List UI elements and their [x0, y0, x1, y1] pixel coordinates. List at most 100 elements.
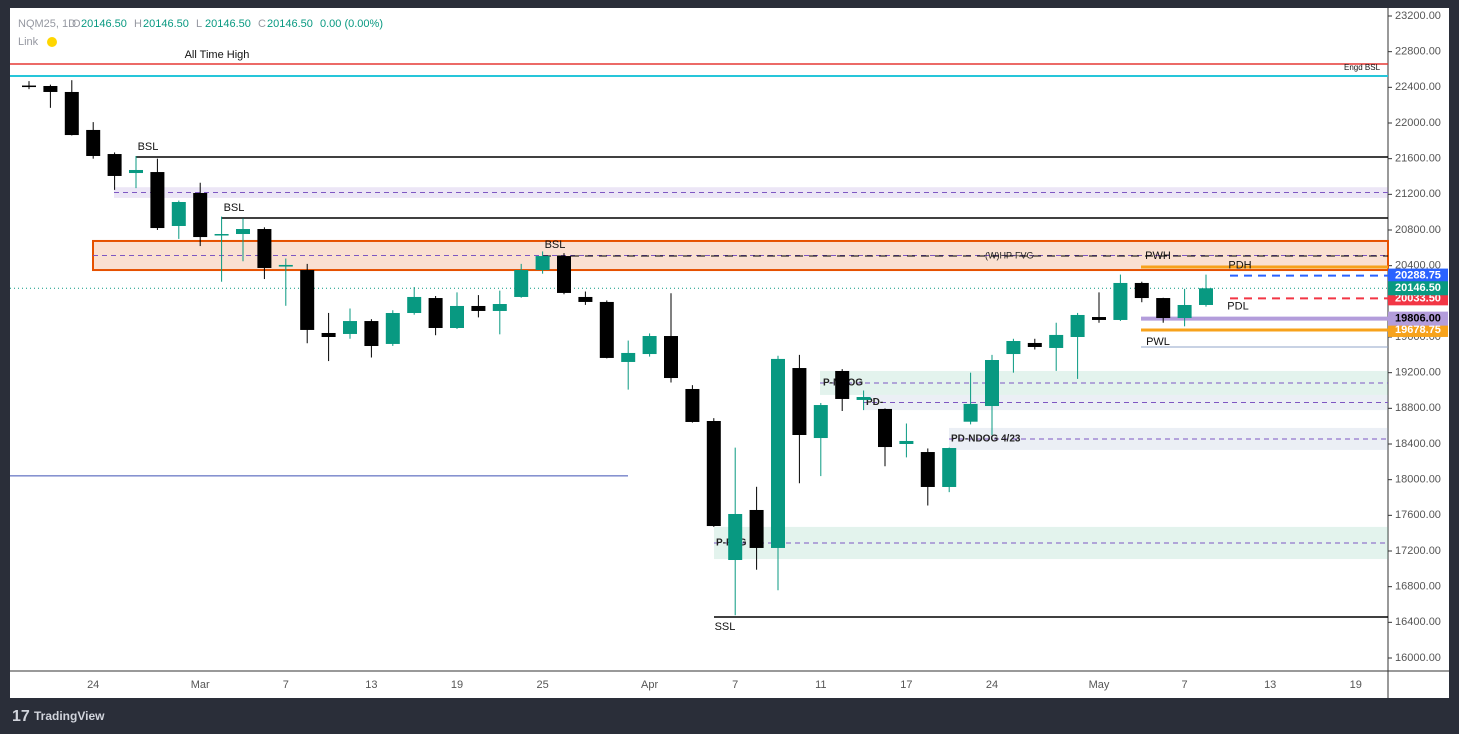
- zone-label: PD-: [866, 397, 883, 408]
- y-tick-label: 22800.00: [1395, 46, 1441, 58]
- candle-body: [43, 85, 58, 92]
- ohlc-value: 20146.50: [205, 18, 251, 30]
- candle-body: [835, 370, 850, 399]
- y-tick-label: 22400.00: [1395, 81, 1441, 93]
- ohlc: O 20146.50 H 20146.50 L 20146.50 C 20146.50 0.00…: [72, 18, 383, 30]
- x-tick-label: 7: [1182, 679, 1188, 691]
- candle-body: [899, 440, 914, 444]
- price-tag: [1388, 322, 1448, 337]
- candle-body: [321, 332, 336, 337]
- last-price-tag: [1388, 281, 1448, 296]
- level-label: Engd BSL: [1344, 63, 1381, 72]
- candle-body: [514, 270, 529, 297]
- symbol: NQM25, 1D: [18, 18, 76, 30]
- candle-body: [985, 360, 999, 407]
- panel: [10, 8, 1449, 698]
- y-tick-label: 16800.00: [1395, 581, 1441, 593]
- candle-body: [1199, 288, 1213, 305]
- price-tag-label: 20288.75: [1395, 269, 1441, 281]
- level-label: BSL: [224, 202, 245, 214]
- y-tick-label: 21600.00: [1395, 153, 1441, 165]
- candle-body: [599, 301, 614, 358]
- candle-body: [856, 397, 871, 400]
- candle-body: [920, 452, 935, 487]
- candle-body: [428, 298, 443, 328]
- candle-body: [385, 313, 400, 344]
- candle-body: [1134, 282, 1149, 299]
- candle-body: [1006, 341, 1021, 355]
- y-tick-label: 18800.00: [1395, 402, 1441, 414]
- candle-body: [278, 264, 293, 267]
- y-tick-label: 23200.00: [1395, 10, 1441, 22]
- zone: [114, 187, 1388, 198]
- candle-body: [706, 420, 721, 527]
- candle-body: [1070, 314, 1085, 337]
- candle-body: [1092, 317, 1106, 320]
- price-tag: [1388, 311, 1448, 326]
- y-tick-label: 17600.00: [1395, 509, 1441, 521]
- price-tag-label: 19806.00: [1395, 313, 1441, 325]
- level-label: PWH: [1145, 250, 1171, 262]
- candle-body: [942, 448, 957, 487]
- x-tick-label: 24: [87, 679, 99, 691]
- candle-body: [664, 336, 678, 379]
- candle-body: [878, 408, 892, 448]
- candle-body: [492, 304, 507, 311]
- x-tick-label: 19: [451, 679, 463, 691]
- candle-body: [407, 296, 422, 314]
- x-tick-label: Apr: [641, 679, 658, 691]
- zone-label: (W)HP-FVG: [985, 250, 1034, 260]
- candle-body: [578, 296, 593, 302]
- candle-body: [749, 509, 764, 548]
- y-tick-label: 16000.00: [1395, 652, 1441, 664]
- level-label: PDL: [1227, 300, 1248, 312]
- ohlc-key: L: [196, 18, 202, 30]
- y-tick-label: 20800.00: [1395, 224, 1441, 236]
- candle-body: [1177, 304, 1192, 319]
- y-tick-label: 18400.00: [1395, 438, 1441, 450]
- link-dot: [47, 37, 57, 47]
- price-tag-label: 19678.75: [1395, 324, 1441, 336]
- y-tick-label: 22000.00: [1395, 117, 1441, 129]
- y-tick-label: 21200.00: [1395, 188, 1441, 200]
- plot: 16000.00 16400.00 16800.00 17200.00 17600.00…: [10, 10, 1448, 691]
- x-tick-label: 25: [536, 679, 548, 691]
- level-label: SSL: [715, 621, 736, 633]
- x-tick-label: 13: [365, 679, 377, 691]
- x-tick-label: 7: [732, 679, 738, 691]
- zone: [92, 239, 1389, 272]
- y-tick-label: 18000.00: [1395, 474, 1441, 486]
- ohlc-key: C: [258, 18, 266, 30]
- level-label: BSL: [545, 239, 566, 251]
- candle-body: [771, 358, 785, 548]
- level-label: PDH: [1228, 259, 1251, 271]
- x-tick-label: 19: [1350, 679, 1362, 691]
- candle-body: [107, 154, 122, 176]
- candle-body: [364, 321, 379, 347]
- ohlc-key: O: [72, 18, 81, 30]
- candle-body: [64, 91, 79, 136]
- x-tick-label: 13: [1264, 679, 1276, 691]
- candle-body: [813, 405, 828, 439]
- candle-body: [300, 270, 315, 330]
- candle-body: [557, 256, 571, 293]
- level-label: All Time High: [185, 49, 250, 61]
- ohlc-value: 20146.50: [143, 18, 189, 30]
- candle-body: [1049, 334, 1064, 348]
- x-tick-label: May: [1089, 679, 1110, 691]
- candle-body: [171, 202, 186, 226]
- x-tick-label: 7: [283, 679, 289, 691]
- candle-body: [450, 305, 464, 328]
- link: Link: [18, 36, 39, 48]
- y-tick-label: 16400.00: [1395, 616, 1441, 628]
- candle-body: [214, 234, 229, 236]
- candle-body: [728, 513, 743, 561]
- x-tick-label: 24: [986, 679, 998, 691]
- x-tick-label: Mar: [191, 679, 210, 691]
- candle-body: [642, 336, 657, 355]
- candle-body: [1156, 298, 1171, 319]
- ohlc-value: 20146.50: [267, 18, 313, 30]
- price-tag: [1388, 268, 1448, 283]
